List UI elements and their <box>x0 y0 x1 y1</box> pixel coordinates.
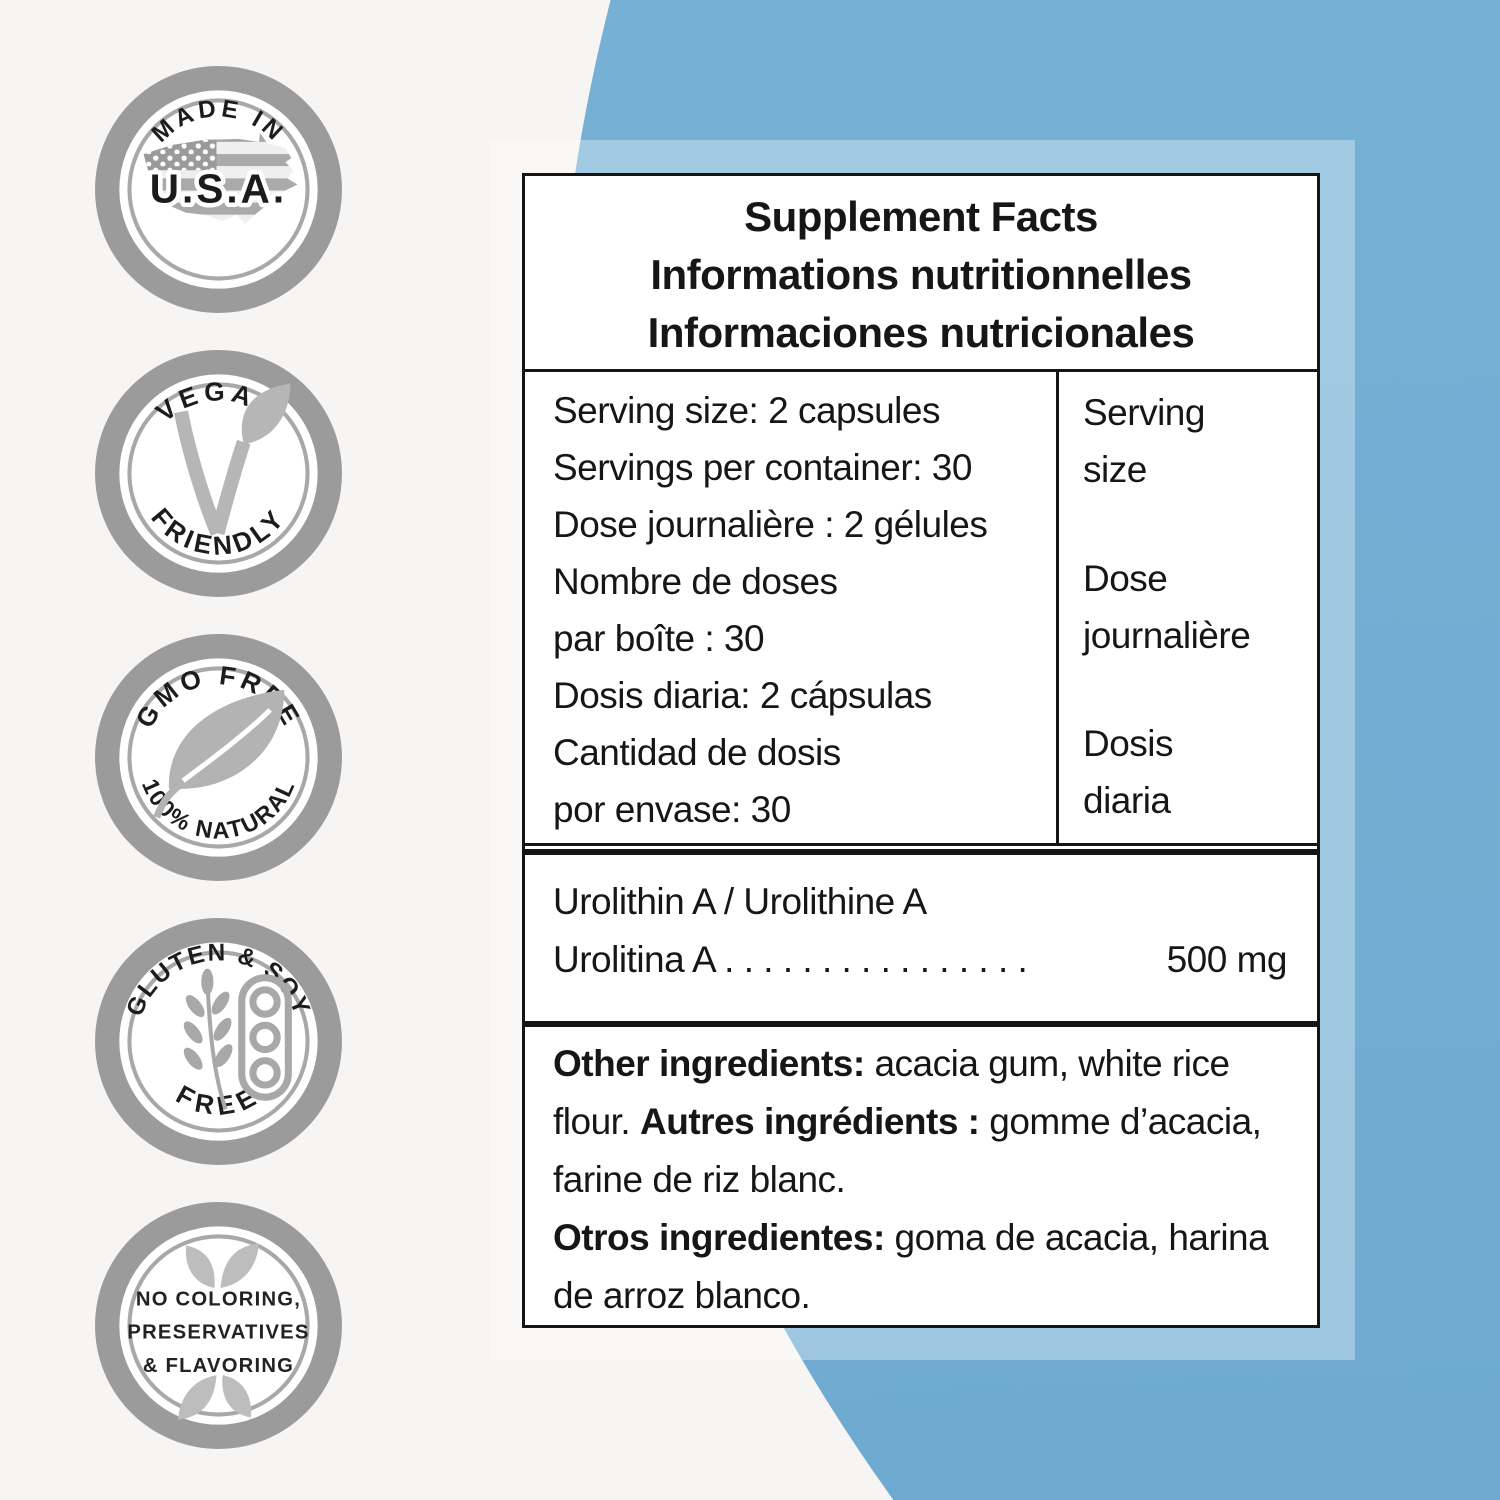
serving-line: Nombre de doses <box>553 561 838 602</box>
panel-title-en: Supplement Facts <box>744 193 1098 240</box>
serving-label: size <box>1083 449 1147 490</box>
serving-label: Dosis <box>1083 723 1174 764</box>
serving-label: diaria <box>1083 780 1171 821</box>
serving-label-group: Dose journalière <box>1083 550 1313 664</box>
other-ingredients-text-es: goma de acacia, harina de arroz blanco. <box>553 1217 1269 1316</box>
badge-text-line: PRESERVATIVES <box>127 1322 309 1344</box>
dot-leader: . . . . . . . . . . . . . . . . <box>724 939 1028 980</box>
leaves-icon <box>185 1243 259 1289</box>
gmo-free-badge: GMO FREE 100% NATURAL <box>95 634 342 881</box>
made-in-usa-badge: MADE IN U.S.A. <box>95 66 342 313</box>
wheat-and-soy-icon <box>183 968 292 1110</box>
other-ingredients-en-fr: Other ingredients: acacia gum, white ric… <box>553 1035 1289 1209</box>
other-ingredients-section: Other ingredients: acacia gum, white ric… <box>525 1027 1317 1325</box>
badge-text-line: NO COLORING, <box>136 1288 301 1310</box>
panel-header: Supplement Facts Informations nutritionn… <box>525 176 1317 372</box>
vegan-v-leaf-icon <box>174 383 291 536</box>
serving-labels-column: Serving size Dose journalière Dosis diar… <box>1059 372 1317 843</box>
supplement-facts-panel: Supplement Facts Informations nutritionn… <box>522 173 1320 1328</box>
thick-separator-bar <box>525 849 1317 855</box>
panel-title-fr: Informations nutritionnelles <box>650 251 1192 298</box>
ingredient-name-es: Urolitina A <box>553 939 717 980</box>
active-ingredient-section: Urolithin A / Urolithine A Urolitina A .… <box>525 855 1317 1021</box>
serving-line: Servings per container: 30 <box>553 447 972 488</box>
badge-text-line: & FLAVORING <box>143 1355 294 1377</box>
thick-separator-bar <box>525 1021 1317 1027</box>
serving-label-group: Dosis diaria <box>1083 715 1313 829</box>
serving-line: Dose journalière : 2 gélules <box>553 504 988 545</box>
badge-center-text: U.S.A. <box>150 166 287 212</box>
leaf-icon <box>153 689 285 819</box>
other-ingredients-label-en: Other ingredients: <box>553 1043 865 1084</box>
serving-line: Cantidad de dosis <box>553 732 841 773</box>
badge-column: MADE IN U.S.A. <box>92 63 345 1452</box>
serving-line: Dosis diaria: 2 cápsulas <box>553 675 932 716</box>
serving-line: par boîte : 30 <box>553 618 765 659</box>
other-ingredients-text-en: acacia gum, white rice flour. <box>553 1043 1230 1142</box>
serving-label: Serving <box>1083 392 1205 433</box>
separator-gap <box>525 846 1317 849</box>
serving-line: Serving size: 2 capsules <box>553 390 940 431</box>
serving-details-column: Serving size: 2 capsules Servings per co… <box>525 372 1059 843</box>
ingredient-amount-row: Urolitina A . . . . . . . . . . . . . . … <box>553 931 1288 989</box>
serving-section: Serving size: 2 capsules Servings per co… <box>525 372 1317 846</box>
ingredient-amount: 500 mg <box>1166 939 1288 980</box>
leaves-icon <box>178 1375 252 1420</box>
serving-label: Dose <box>1083 557 1168 599</box>
other-ingredients-text-fr: gomme d’acacia, farine de riz blanc. <box>553 1101 1262 1200</box>
other-ingredients-label-es: Otros ingredientes: <box>553 1217 885 1258</box>
no-additives-badge: NO COLORING, PRESERVATIVES & FLAVORING <box>95 1202 342 1449</box>
panel-title-es: Informaciones nutricionales <box>647 309 1195 356</box>
serving-label: journalière <box>1083 614 1251 656</box>
gluten-soy-free-badge: GLUTEN & SOY FREE <box>95 918 342 1165</box>
serving-line: por envase: 30 <box>553 789 791 830</box>
other-ingredients-es: Otros ingredientes: goma de acacia, hari… <box>553 1209 1289 1325</box>
vegan-friendly-badge: VEGAN FRIENDLY <box>95 350 342 597</box>
ingredient-name: Urolithin A / Urolithine A <box>553 881 927 922</box>
badge-inner-ring <box>127 1234 310 1417</box>
serving-label-group: Serving size <box>1083 384 1313 498</box>
other-ingredients-label-fr: Autres ingrédients : <box>640 1101 980 1142</box>
